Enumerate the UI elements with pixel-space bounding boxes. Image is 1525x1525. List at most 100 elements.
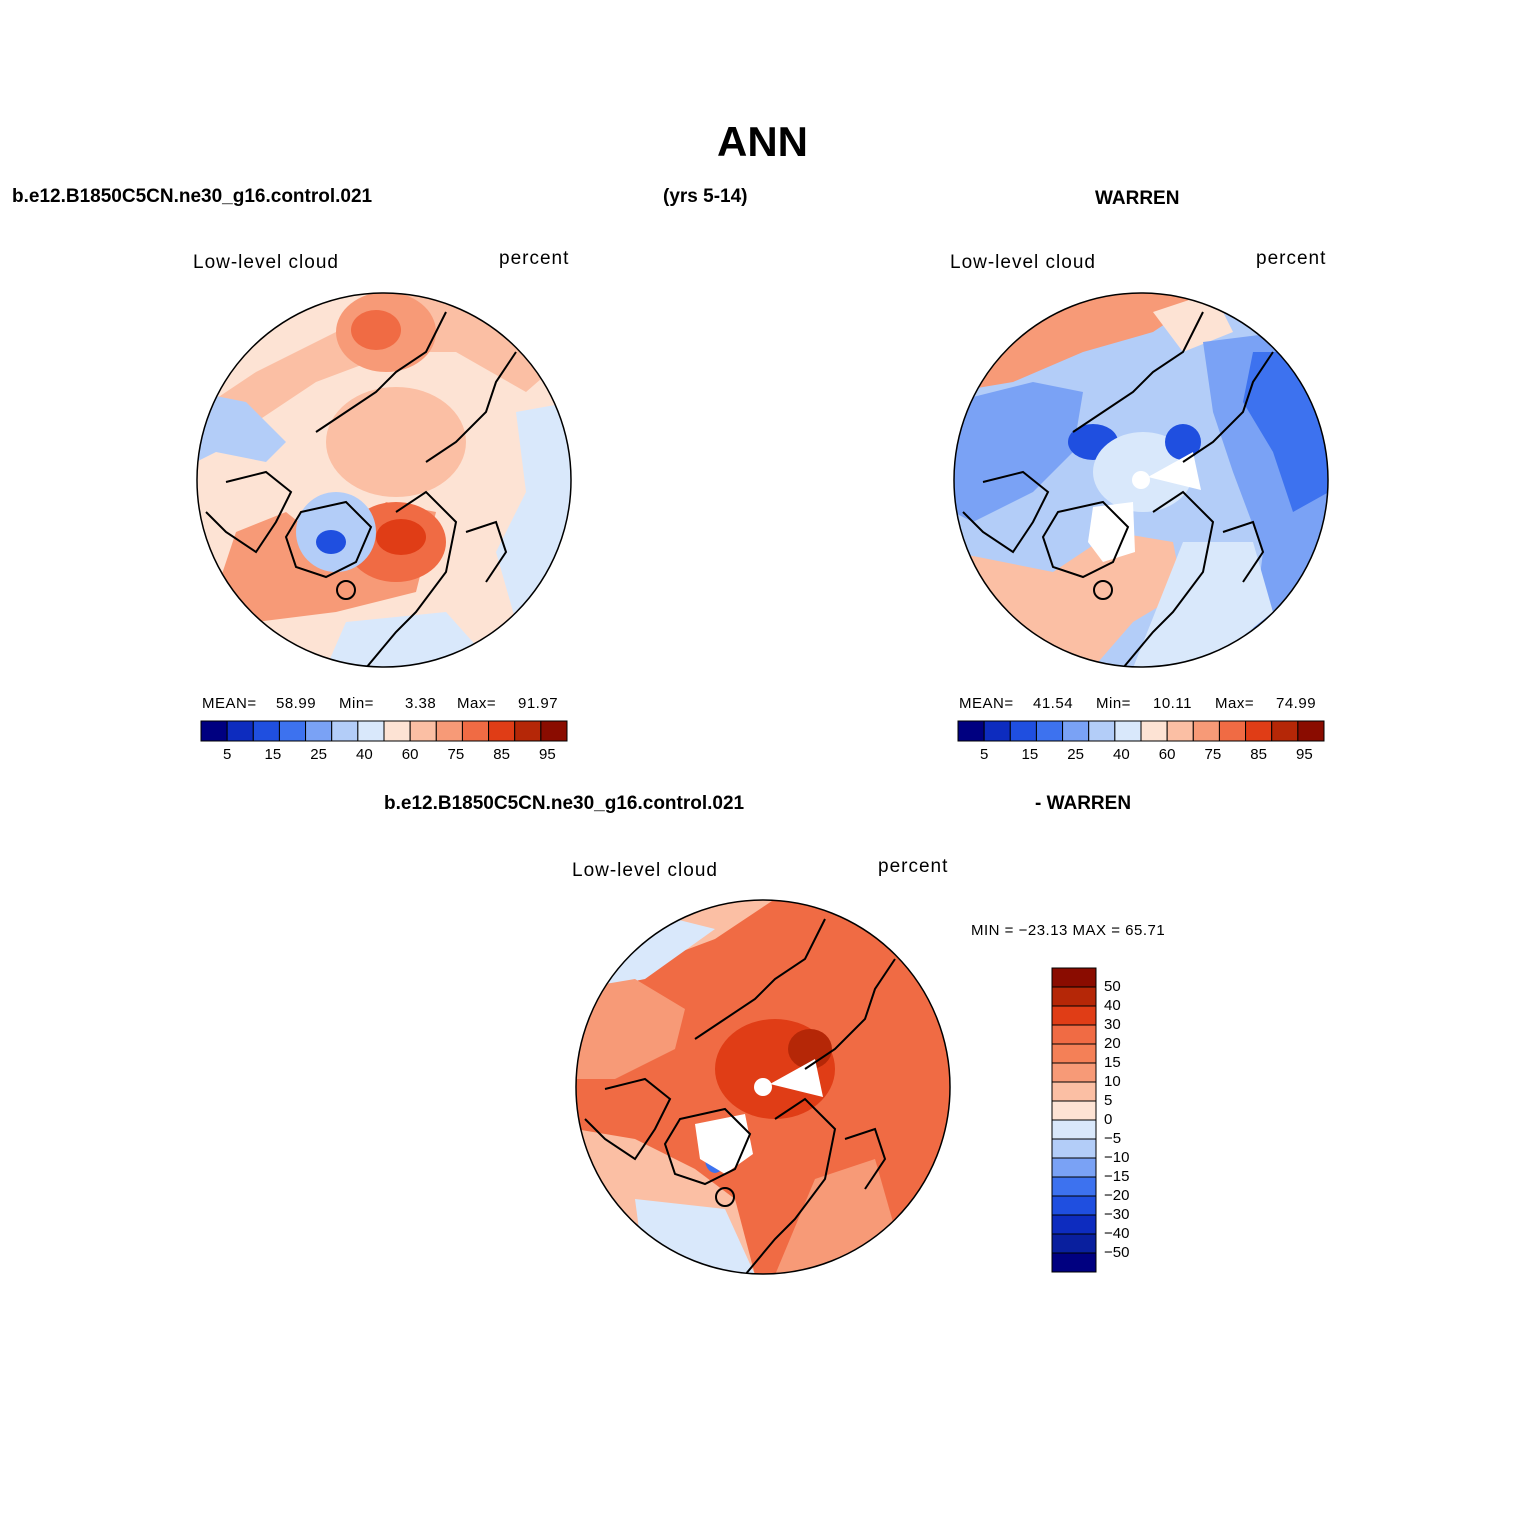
colorbar-tick-label: 95	[1296, 746, 1313, 763]
obs-variable-label: Low-level cloud	[950, 252, 1096, 273]
colorbar-box	[1051, 986, 1097, 1007]
colorbar-tick-label: 95	[539, 746, 556, 763]
colorbar-tick-label: 50	[1104, 978, 1121, 995]
colorbar-box	[1166, 720, 1194, 742]
model-units-label: percent	[499, 248, 570, 269]
obs-max-value: 74.99	[1276, 695, 1317, 712]
obs-laptev-min	[1165, 424, 1201, 460]
colorbar-box	[252, 720, 280, 742]
colorbar-tick-label: 15	[264, 746, 282, 763]
colorbar-box	[331, 720, 359, 742]
diff-minmax-label: MIN = −23.13 MAX = 65.71	[971, 922, 1166, 939]
colorbar-tick-label: 85	[493, 746, 510, 763]
model-coastlines	[205, 311, 517, 667]
colorbar-box	[1051, 1252, 1097, 1273]
colorbar-box	[1051, 1157, 1097, 1178]
model-mean-label: MEAN=	[202, 695, 257, 712]
colorbar-box	[1297, 720, 1325, 742]
model-greenland-min	[316, 530, 346, 554]
colorbar-tick-label: 5	[979, 746, 989, 763]
obs-min-label: Min=	[1096, 695, 1131, 712]
colorbar-box	[226, 720, 254, 742]
colorbar-box	[1051, 1214, 1097, 1235]
colorbar-tick-label: 15	[1021, 746, 1039, 763]
colorbar-tick-label: 15	[1104, 1054, 1121, 1071]
model-alaska-blue	[197, 392, 286, 462]
colorbar-box	[1218, 720, 1247, 742]
colorbar-box	[1051, 1062, 1097, 1083]
model-polar-map	[196, 292, 572, 668]
colorbar-tick-label: 5	[222, 746, 232, 763]
colorbar-box	[1051, 1176, 1097, 1197]
model-bering-core	[351, 310, 401, 350]
colorbar-box	[1051, 1005, 1097, 1026]
obs-max-label: Max=	[1215, 695, 1255, 712]
colorbar-tick-label: 25	[310, 746, 327, 763]
colorbar-tick-label: 60	[1158, 746, 1176, 763]
colorbar-box	[1088, 720, 1116, 742]
obs-units-label: percent	[1256, 248, 1327, 269]
obs-mean-value: 41.54	[1033, 695, 1074, 712]
colorbar-tick-label: −5	[1104, 1130, 1122, 1147]
colorbar-tick-label: 40	[1104, 997, 1121, 1014]
obs-alaska-low	[954, 382, 1083, 522]
model-min-label: Min=	[339, 695, 374, 712]
colorbar-box	[957, 720, 985, 742]
diff-polar-map	[575, 899, 951, 1275]
colorbar-box	[1009, 720, 1037, 742]
colorbar-tick-label: 20	[1104, 1035, 1121, 1052]
model-variable-label: Low-level cloud	[193, 252, 339, 273]
obs-name-header: WARREN	[1095, 188, 1180, 209]
colorbar-tick-label: 40	[1113, 746, 1130, 763]
colorbar-tick-label: 5	[1104, 1092, 1113, 1109]
model-max-label: Max=	[457, 695, 497, 712]
colorbar-box	[305, 720, 333, 742]
colorbar-tick-label: 40	[356, 746, 373, 763]
years-header: (yrs 5-14)	[663, 186, 748, 207]
diff-colorbar	[1051, 967, 1097, 1273]
diff-alaska-field	[576, 979, 685, 1079]
model-colorbar	[200, 720, 568, 742]
colorbar-box	[278, 720, 307, 742]
colorbar-tick-label: −50	[1104, 1244, 1130, 1261]
colorbar-tick-label: 10	[1104, 1073, 1121, 1090]
colorbar-tick-label: −20	[1104, 1187, 1130, 1204]
colorbar-box	[1271, 720, 1299, 742]
colorbar-tick-label: 75	[447, 746, 465, 763]
colorbar-box	[383, 720, 411, 742]
colorbar-box	[1051, 967, 1097, 988]
colorbar-box	[1051, 1233, 1097, 1254]
obs-europe-field	[1133, 542, 1273, 667]
obs-polar-map	[953, 292, 1329, 668]
model-norwegian-sea-core	[376, 519, 426, 555]
colorbar-box	[488, 720, 516, 742]
diff-coastlines	[584, 918, 896, 1274]
model-max-value: 91.97	[518, 695, 559, 712]
colorbar-box	[357, 720, 385, 742]
figure-title: ANN	[717, 118, 808, 165]
colorbar-box	[435, 720, 463, 742]
colorbar-box	[1051, 1195, 1097, 1216]
colorbar-box	[1245, 720, 1273, 742]
obs-missing-data	[1088, 452, 1201, 562]
obs-colorbar	[957, 720, 1325, 742]
colorbar-box	[1051, 1138, 1097, 1159]
colorbar-box	[1035, 720, 1064, 742]
colorbar-tick-label: −10	[1104, 1149, 1130, 1166]
colorbar-box	[461, 720, 490, 742]
colorbar-box	[1051, 1043, 1097, 1064]
diff-variable-label: Low-level cloud	[572, 860, 718, 881]
colorbar-box	[1114, 720, 1142, 742]
colorbar-tick-label: 85	[1250, 746, 1267, 763]
colorbar-box	[200, 720, 228, 742]
colorbar-tick-label: 75	[1204, 746, 1222, 763]
colorbar-tick-label: 30	[1104, 1016, 1121, 1033]
colorbar-box	[1051, 1024, 1097, 1045]
colorbar-tick-label: −40	[1104, 1225, 1130, 1242]
diff-case-name-header: b.e12.B1850C5CN.ne30_g16.control.021	[384, 793, 745, 814]
case-name-header: b.e12.B1850C5CN.ne30_g16.control.021	[12, 186, 373, 207]
colorbar-box	[1051, 1119, 1097, 1140]
model-north-pacific-field	[197, 293, 571, 452]
obs-min-value: 10.11	[1153, 695, 1192, 712]
obs-mean-label: MEAN=	[959, 695, 1014, 712]
